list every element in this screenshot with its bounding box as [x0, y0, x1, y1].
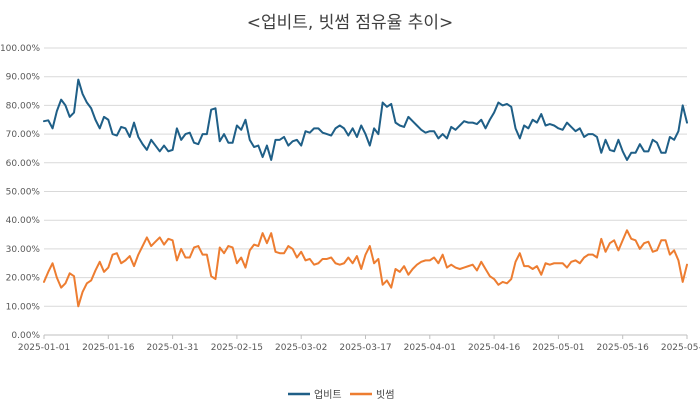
y-tick-label: 80.00%: [6, 101, 41, 111]
x-tick-label: 2025-01-01: [18, 343, 70, 353]
y-tick-label: 70.00%: [6, 130, 41, 140]
series-lines: [43, 78, 688, 308]
x-tick-label: 2025-05-31: [661, 343, 700, 353]
x-tick-label: 2025-04-16: [468, 343, 521, 353]
y-tick-label: 0.00%: [11, 331, 40, 341]
x-axis-ticks: 2025-01-01 2025-01-16 2025-01-31 2025-02-15…: [18, 335, 700, 353]
x-tick-label: 2025-03-02: [275, 343, 327, 353]
legend-label: 빗썸: [376, 389, 394, 401]
x-tick-label: 2025-05-01: [532, 343, 584, 353]
y-tick-label: 20.00%: [6, 274, 41, 284]
x-tick-label: 2025-01-31: [146, 343, 198, 353]
y-tick-label: 40.00%: [6, 216, 41, 226]
series-line-upbit: [43, 78, 688, 161]
x-tick-label: 2025-01-16: [82, 343, 135, 353]
x-tick-label: 2025-03-17: [339, 343, 391, 353]
y-tick-label: 50.00%: [6, 188, 41, 198]
x-tick-label: 2025-05-16: [597, 343, 650, 353]
legend: 업비트 빗썸: [288, 388, 394, 401]
y-tick-label: 30.00%: [6, 245, 41, 255]
y-tick-label: 60.00%: [6, 159, 41, 169]
series-line-bithumb: [43, 229, 688, 308]
y-axis-ticks: 0.00% 10.00% 20.00% 30.00% 40.00% 50.00% 60.00…: [0, 44, 40, 341]
y-tick-label: 100.00%: [0, 44, 40, 54]
y-tick-label: 10.00%: [6, 302, 41, 312]
legend-label: 업비트: [314, 388, 342, 401]
gridlines: [44, 47, 687, 336]
y-tick-label: 90.00%: [6, 73, 41, 83]
x-tick-label: 2025-04-01: [404, 343, 456, 353]
chart-title: <업비트, 빗썸 점유율 추이>: [247, 13, 454, 33]
x-tick-label: 2025-02-15: [211, 343, 263, 353]
